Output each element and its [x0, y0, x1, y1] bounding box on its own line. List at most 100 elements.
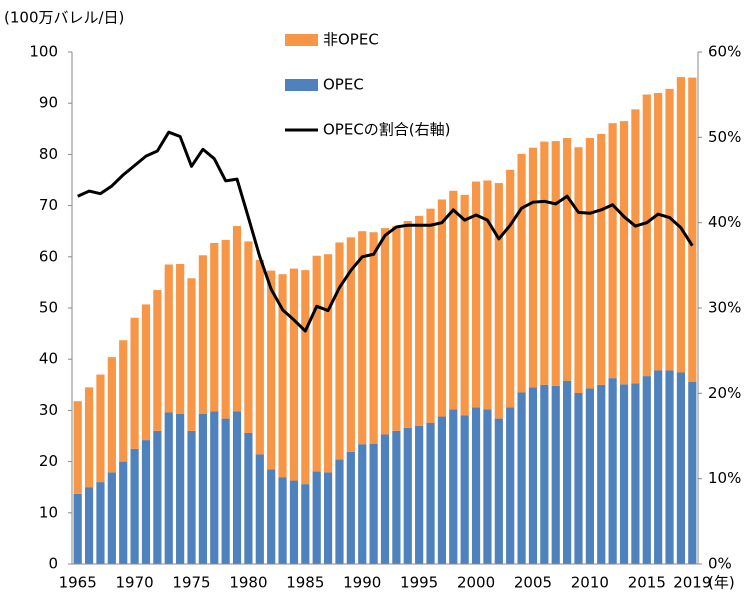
- x-tick-label: 1985: [286, 574, 324, 592]
- bar: [289, 268, 299, 481]
- y-tick-label: 100: [29, 43, 58, 61]
- y-tick-label: 0: [48, 555, 58, 573]
- bar: [358, 444, 367, 564]
- bar: [107, 472, 116, 564]
- x-tick-label: 2015: [628, 574, 666, 592]
- x-tick-label: 1980: [229, 574, 267, 592]
- x-tick-label: 1990: [343, 574, 381, 592]
- bar: [676, 372, 686, 564]
- bar: [187, 278, 196, 431]
- bar: [506, 407, 515, 564]
- bar: [255, 259, 264, 455]
- bar: [574, 147, 583, 393]
- y-axis-label: (100万バレル/日): [4, 9, 124, 27]
- bar: [551, 385, 560, 564]
- x-tick-label: 2010: [571, 574, 609, 592]
- bar: [380, 228, 390, 435]
- bar: [278, 274, 287, 478]
- y-tick-label: 70: [39, 196, 58, 214]
- bar: [312, 471, 321, 564]
- bar: [665, 88, 674, 371]
- x-tick-label: 2005: [514, 574, 552, 592]
- bar: [631, 109, 640, 384]
- bar: [608, 378, 617, 564]
- bar: [369, 443, 378, 564]
- bar: [483, 409, 492, 564]
- bar: [426, 422, 435, 564]
- y-tick-label: 10: [39, 503, 58, 521]
- bar: [301, 270, 310, 485]
- bar: [289, 480, 299, 564]
- x-tick-label: 2019: [673, 574, 711, 592]
- bar: [528, 387, 538, 564]
- bar: [449, 190, 458, 410]
- bar: [187, 430, 196, 564]
- bar: [130, 448, 139, 564]
- bar: [221, 418, 230, 564]
- bar: [540, 384, 549, 564]
- bar: [460, 194, 469, 416]
- y-tick-label: 40: [39, 350, 58, 368]
- bar: [528, 147, 538, 388]
- bar: [426, 208, 435, 423]
- bar: [631, 383, 640, 564]
- bar: [73, 493, 82, 564]
- y-tick-label: 60: [39, 247, 58, 265]
- bar: [164, 264, 173, 413]
- bar: [232, 411, 242, 564]
- bar: [210, 411, 219, 564]
- bar: [517, 153, 526, 393]
- bar: [392, 226, 401, 431]
- bar: [358, 231, 367, 445]
- bar: [84, 387, 94, 488]
- bar: [676, 77, 686, 373]
- y2-tick-label: 0%: [708, 555, 732, 573]
- bar: [335, 242, 344, 460]
- bar: [323, 472, 333, 564]
- bar: [403, 220, 412, 428]
- y-tick-label: 80: [39, 145, 58, 163]
- bar: [471, 181, 481, 408]
- bar: [540, 141, 549, 385]
- bar: [244, 432, 253, 564]
- share-line: [77, 130, 694, 333]
- bar: [392, 430, 401, 564]
- y2-tick-label: 60%: [708, 43, 741, 61]
- bar: [471, 407, 481, 564]
- bar: [153, 430, 162, 564]
- bar: [688, 77, 697, 382]
- y-tick-label: 30: [39, 401, 58, 419]
- bar: [688, 381, 697, 564]
- x-tick-label: 2000: [457, 574, 495, 592]
- bar: [449, 409, 458, 564]
- bar: [369, 232, 378, 444]
- bar: [153, 290, 162, 431]
- bar: [665, 370, 674, 564]
- y2-tick-label: 10%: [708, 469, 741, 487]
- bar: [96, 374, 105, 483]
- bar: [585, 138, 594, 389]
- y-tick-label: 20: [39, 452, 58, 470]
- y-tick-label: 90: [39, 94, 58, 112]
- bar: [608, 123, 617, 379]
- bar: [619, 121, 629, 385]
- y2-tick-label: 20%: [708, 384, 741, 402]
- bar: [255, 454, 264, 564]
- x-axis-label: (年): [708, 574, 735, 592]
- bar: [210, 242, 219, 412]
- bar: [437, 199, 447, 417]
- bar: [312, 255, 321, 472]
- bar: [176, 413, 185, 564]
- bar: [506, 169, 515, 408]
- y2-tick-label: 50%: [708, 128, 741, 146]
- bar: [551, 141, 560, 386]
- bar: [119, 340, 128, 462]
- x-tick-label: 1965: [59, 574, 97, 592]
- bar: [73, 401, 82, 494]
- y2-tick-label: 40%: [708, 213, 741, 231]
- legend-swatch: [285, 79, 318, 91]
- bar: [141, 304, 151, 441]
- bar: [437, 416, 447, 564]
- bar: [494, 418, 503, 564]
